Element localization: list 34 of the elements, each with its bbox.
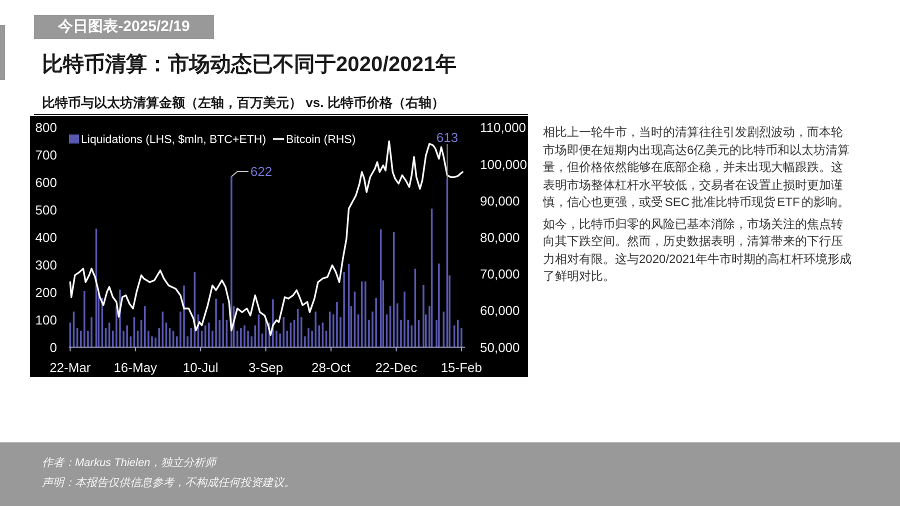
y2-tick-label: 60,000 (480, 303, 520, 318)
y-tick-label: 600 (35, 175, 57, 190)
chart-title: 比特币清算：市场动态已不同于2020/2021年 (42, 52, 456, 78)
text: 声明：本报告仅供信息参考，不构成任何投资建议。 (42, 476, 295, 490)
x-tick-label: 16-May (114, 360, 158, 375)
x-tick-label: 22-Dec (375, 360, 418, 375)
y2-tick-label: 70,000 (480, 266, 520, 282)
y-tick-label: 800 (35, 120, 57, 136)
y-tick-label: 100 (35, 312, 57, 328)
data-label: 622 (250, 164, 272, 180)
y-tick-label: 300 (35, 257, 57, 272)
text: 如今，比特币归零的风险已基本消除，市场关注的焦点转向其下跌空间。然而，历史数据表明，清算带来的下行压力相对有限。这与2020/2021年牛市时期的高杠杆环境形成了鲜明对比。 (543, 216, 853, 285)
y-tick-label: 400 (35, 230, 57, 245)
y-tick-label: 0 (50, 340, 57, 355)
x-tick-label: 15-Feb (440, 360, 482, 375)
data-label: 613 (436, 130, 458, 146)
legend-label: Liquidations (LHS, $mln, BTC+ETH) (81, 134, 266, 146)
y2-tick-label: 100,000 (480, 156, 527, 172)
chart-subtitle: 比特币与以太坊清算金额（左轴，百万美元） vs. 比特币价格（右轴） (34, 94, 528, 115)
x-tick-label: 22-Mar (50, 360, 92, 375)
y2-tick-label: 50,000 (480, 340, 520, 355)
y2-tick-label: 80,000 (480, 230, 520, 245)
text: 作者：Markus Thielen，独立分析师 (42, 456, 216, 470)
x-tick-label: 28-Oct (312, 360, 351, 375)
text: 今日图表-2025/2/19 (34, 15, 214, 39)
x-tick-label: 10-Jul (182, 360, 218, 375)
y2-tick-label: 110,000 (480, 120, 526, 136)
y2-tick-label: 90,000 (480, 193, 520, 208)
x-tick-label: 3-Sep (248, 360, 284, 375)
y-tick-label: 500 (35, 202, 57, 218)
text: 相比上一轮牛市，当时的清算往往引发剧烈波动，而本轮市场即便在短期内出现高达6亿美元的比特币和以太坊清算量，但价格依然能够在底部企稳，并未出现大幅跟跌。这表明市场整体杠杆水平较低，交易者在设置止损时更加谨慎，信心也更强，或受 SEC 批准比特币现货 ETF 的影响。 (543, 124, 851, 211)
legend-label: Bitcoin (RHS) (286, 134, 356, 146)
y-tick-label: 200 (35, 284, 57, 300)
y-tick-label: 700 (35, 148, 57, 163)
